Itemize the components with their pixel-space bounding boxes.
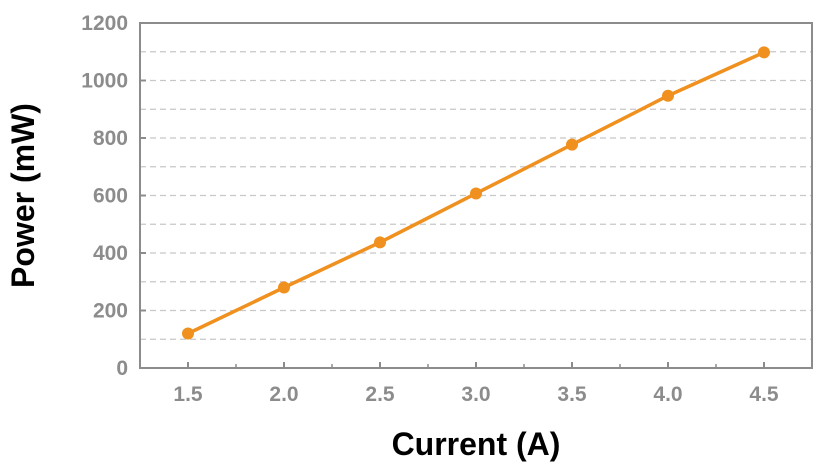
data-point — [278, 281, 290, 294]
x-axis-ticks: 1.5 2.0 2.5 3.0 3.5 4.0 4.5 — [173, 362, 779, 406]
data-point — [662, 89, 674, 102]
x-tick-label: 4.5 — [749, 383, 779, 406]
x-tick-label: 3.5 — [557, 383, 587, 406]
data-point — [374, 236, 386, 249]
x-axis-title: Current (A) — [392, 426, 561, 462]
x-tick-label: 3.0 — [461, 383, 490, 406]
y-tick-label: 600 — [93, 185, 128, 208]
x-tick-label: 2.5 — [365, 383, 395, 406]
series-group — [182, 46, 770, 340]
data-point — [470, 187, 482, 200]
y-tick-label: 400 — [93, 242, 128, 265]
data-point — [758, 46, 770, 59]
data-point — [566, 138, 578, 151]
x-tick-label: 1.5 — [173, 383, 203, 406]
y-axis-title: Power (mW) — [5, 103, 41, 288]
y-axis-ticks: 0 200 400 600 800 1000 1200 — [81, 12, 146, 380]
y-tick-label: 1200 — [81, 12, 128, 35]
y-tick-label: 200 — [93, 300, 128, 323]
y-tick-label: 800 — [93, 127, 128, 150]
x-tick-label: 4.0 — [653, 383, 682, 406]
data-point — [182, 327, 194, 340]
x-tick-label: 2.0 — [269, 383, 298, 406]
y-tick-label: 0 — [116, 357, 128, 380]
y-tick-label: 1000 — [81, 70, 128, 93]
